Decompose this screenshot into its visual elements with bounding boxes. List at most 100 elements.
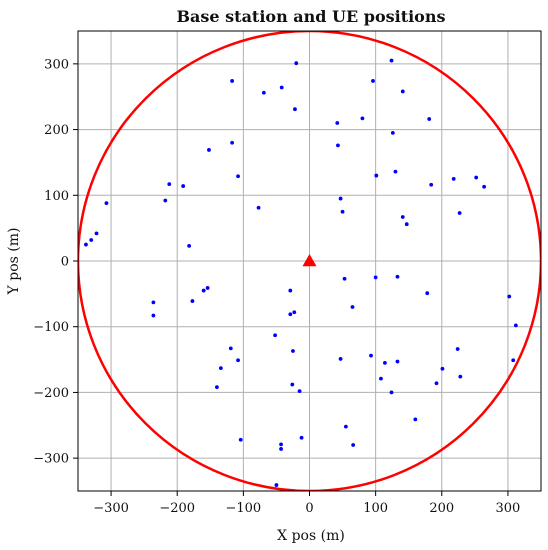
ue-point <box>343 424 348 429</box>
ue-point <box>230 140 235 145</box>
ue-point <box>425 291 430 296</box>
y-tick-label: 0 <box>61 255 69 270</box>
plot-area <box>78 31 541 491</box>
ue-point <box>374 173 379 178</box>
axis-ticks: −300 −200 −100 0 100 200 300 −300 −200 −100 0 100 20… <box>33 57 520 516</box>
ue-point <box>513 323 518 328</box>
ue-point <box>89 238 94 242</box>
ue-point <box>84 242 88 247</box>
x-axis-label: X pos (m) <box>277 528 345 544</box>
ue-point <box>342 276 347 281</box>
ue-point <box>371 79 375 83</box>
chart-title: Base station and UE positions <box>177 7 446 26</box>
ue-point <box>215 385 219 390</box>
ue-point <box>383 360 387 365</box>
x-tick-label: −300 <box>93 501 129 516</box>
ue-point <box>294 61 299 66</box>
ue-point <box>299 435 304 440</box>
x-tick-label: 100 <box>363 501 388 516</box>
ue-point <box>256 205 261 210</box>
ue-point <box>390 130 395 135</box>
ue-point <box>279 442 283 447</box>
ue-point <box>511 358 516 363</box>
ue-point <box>236 174 240 179</box>
ue-point <box>400 215 405 219</box>
ue-point <box>292 310 297 315</box>
ue-point <box>400 89 405 94</box>
ue-point <box>338 196 343 201</box>
ue-point <box>238 437 243 442</box>
ue-point <box>290 382 295 387</box>
y-tick-label: 100 <box>44 189 69 204</box>
ue-point <box>201 288 206 293</box>
ue-point <box>474 175 479 180</box>
ue-point <box>404 222 409 227</box>
ue-point <box>297 389 302 394</box>
ue-point <box>351 443 356 447</box>
ue-point <box>335 121 340 125</box>
x-tick-label: −100 <box>225 501 261 516</box>
ue-point <box>427 117 432 121</box>
x-tick-label: 300 <box>496 501 521 516</box>
ue-point <box>395 359 400 364</box>
ue-point <box>458 374 463 379</box>
ue-point <box>230 79 235 83</box>
ue-point <box>279 447 283 451</box>
ue-point <box>151 300 156 305</box>
ue-point <box>507 294 512 299</box>
ue-point <box>369 353 373 358</box>
base-station-marker <box>302 254 317 267</box>
ue-point <box>360 116 365 121</box>
ue-point <box>279 85 284 90</box>
ue-point <box>389 390 394 395</box>
ue-point <box>393 169 398 174</box>
ue-point <box>338 357 343 361</box>
ue-point <box>187 243 192 248</box>
y-tick-label: −200 <box>33 386 69 401</box>
ue-point <box>207 148 211 152</box>
ue-point <box>94 231 99 236</box>
ue-point <box>167 182 172 187</box>
ue-point <box>151 313 156 318</box>
y-tick-label: −300 <box>33 452 69 467</box>
ue-point <box>293 107 297 112</box>
ue-point <box>373 275 378 280</box>
x-tick-label: 200 <box>429 501 454 516</box>
ue-point <box>190 299 195 303</box>
x-tick-label: −200 <box>159 501 195 516</box>
ue-point <box>413 417 418 422</box>
y-tick-label: −100 <box>33 320 69 335</box>
x-tick-label: 0 <box>305 501 313 516</box>
ue-point <box>395 274 400 279</box>
y-tick-label: 300 <box>44 57 69 72</box>
ue-point <box>228 346 233 351</box>
ue-point <box>273 333 278 338</box>
ue-point <box>236 358 240 363</box>
ue-point <box>288 288 293 293</box>
ue-point <box>440 366 445 371</box>
ue-point <box>434 381 439 386</box>
ue-point <box>218 366 223 371</box>
ue-point <box>291 349 295 353</box>
ue-point <box>429 182 434 187</box>
ue-point <box>288 312 293 317</box>
ue-point <box>163 198 168 203</box>
ue-point <box>451 176 456 181</box>
ue-point <box>181 184 186 188</box>
grid <box>78 31 541 491</box>
y-tick-label: 200 <box>44 123 69 138</box>
ue-point <box>457 211 462 215</box>
ue-point <box>340 209 345 214</box>
ue-point <box>274 483 279 487</box>
ue-point <box>336 143 340 148</box>
ue-point <box>482 184 487 189</box>
ue-point <box>455 347 460 351</box>
ue-point <box>205 286 210 290</box>
ue-point <box>389 58 394 63</box>
ue-point <box>350 305 355 309</box>
ue-point <box>261 90 266 95</box>
ue-point <box>104 201 109 206</box>
ue-point <box>379 376 383 381</box>
y-axis-label: Y pos (m) <box>6 228 22 296</box>
